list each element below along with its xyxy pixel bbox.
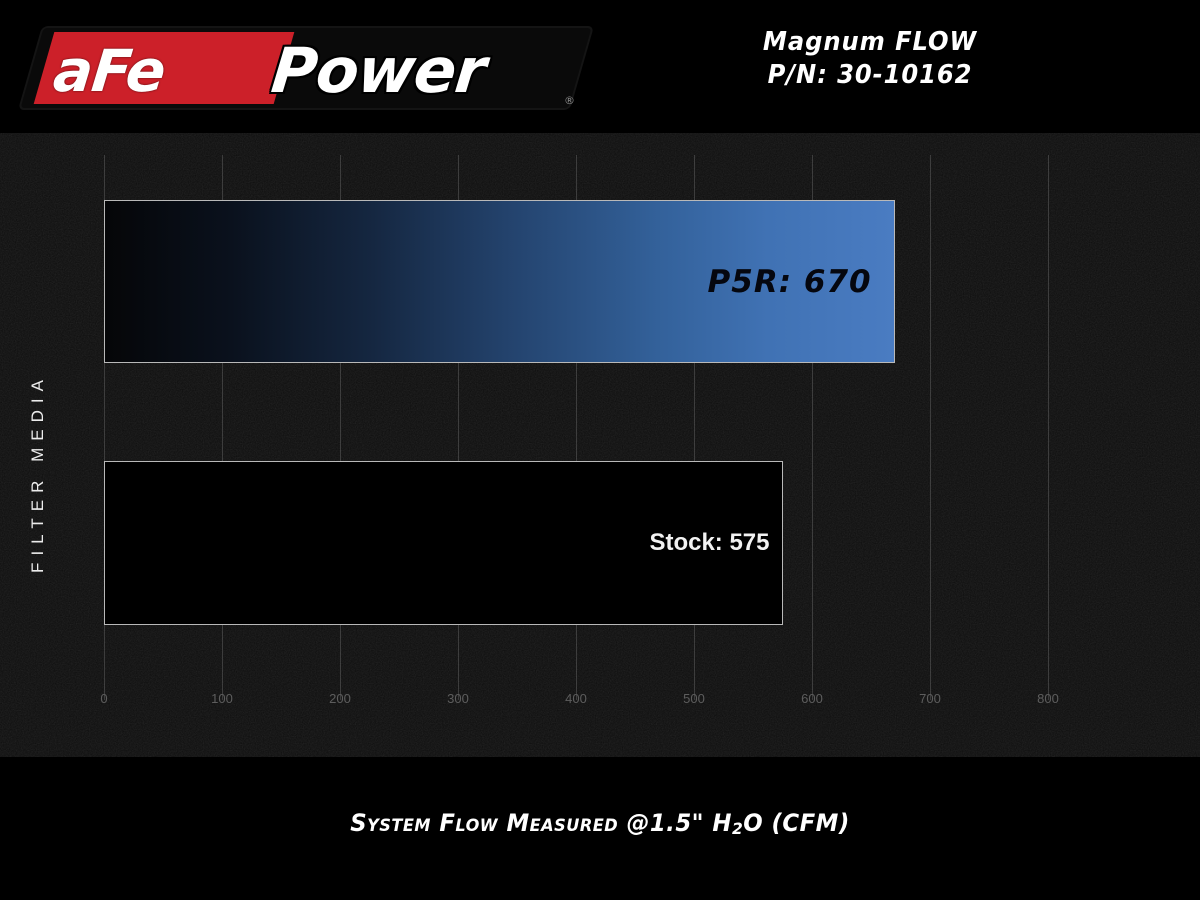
header-title-block: Magnum FLOW P/N: 30-10162 [620, 26, 1120, 93]
x-tick-label: 100 [211, 691, 233, 706]
x-tick-label: 600 [801, 691, 823, 706]
caption-part-2: O (CFM) [743, 809, 850, 837]
gridline-800 [1048, 155, 1049, 700]
x-tick-label: 700 [919, 691, 941, 706]
gridline-600 [812, 155, 813, 700]
x-tick-label: 800 [1037, 691, 1059, 706]
bar-psr: P5R: 670 [104, 200, 895, 363]
chart-plot-area: P5R: 670 Stock: 575 0 100 200 300 400 500 600 7… [0, 133, 1200, 757]
bar-psr-label: P5R: 670 [707, 263, 872, 300]
afe-power-logo: aFe Power ® [20, 22, 592, 114]
caption-subscript: 2 [731, 818, 744, 838]
logo-brand-secondary: Power [268, 34, 489, 107]
gridline-300 [458, 155, 459, 700]
y-axis-label-text: FILTER MEDIA [28, 373, 47, 573]
part-number: P/N: 30-10162 [767, 60, 973, 91]
x-tick-label: 0 [100, 691, 108, 706]
x-tick-label: 300 [447, 691, 469, 706]
product-name: Magnum FLOW [762, 27, 978, 57]
header-band: aFe Power ® Magnum FLOW P/N: 30-10162 [0, 0, 1200, 133]
footer-band: System Flow Measured @1.5" H2O (CFM) [0, 757, 1200, 900]
bar-stock: Stock: 575 [104, 461, 783, 625]
gridline-500 [694, 155, 695, 700]
gridline-100 [222, 155, 223, 700]
y-axis-label: FILTER MEDIA [18, 323, 58, 623]
x-tick-label: 500 [683, 691, 705, 706]
x-tick-label: 400 [565, 691, 587, 706]
x-tick-label: 200 [329, 691, 351, 706]
caption-part-1: System Flow Measured @1.5" H [350, 809, 732, 837]
logo-brand-primary: aFe [50, 37, 169, 105]
gridline-200 [340, 155, 341, 700]
bar-stock-label: Stock: 575 [649, 529, 770, 556]
registered-trademark-icon: ® [564, 94, 575, 107]
x-axis-caption: System Flow Measured @1.5" H2O (CFM) [30, 809, 1170, 838]
gridline-400 [576, 155, 577, 700]
gridline-0 [104, 155, 105, 700]
gridline-700 [930, 155, 931, 700]
